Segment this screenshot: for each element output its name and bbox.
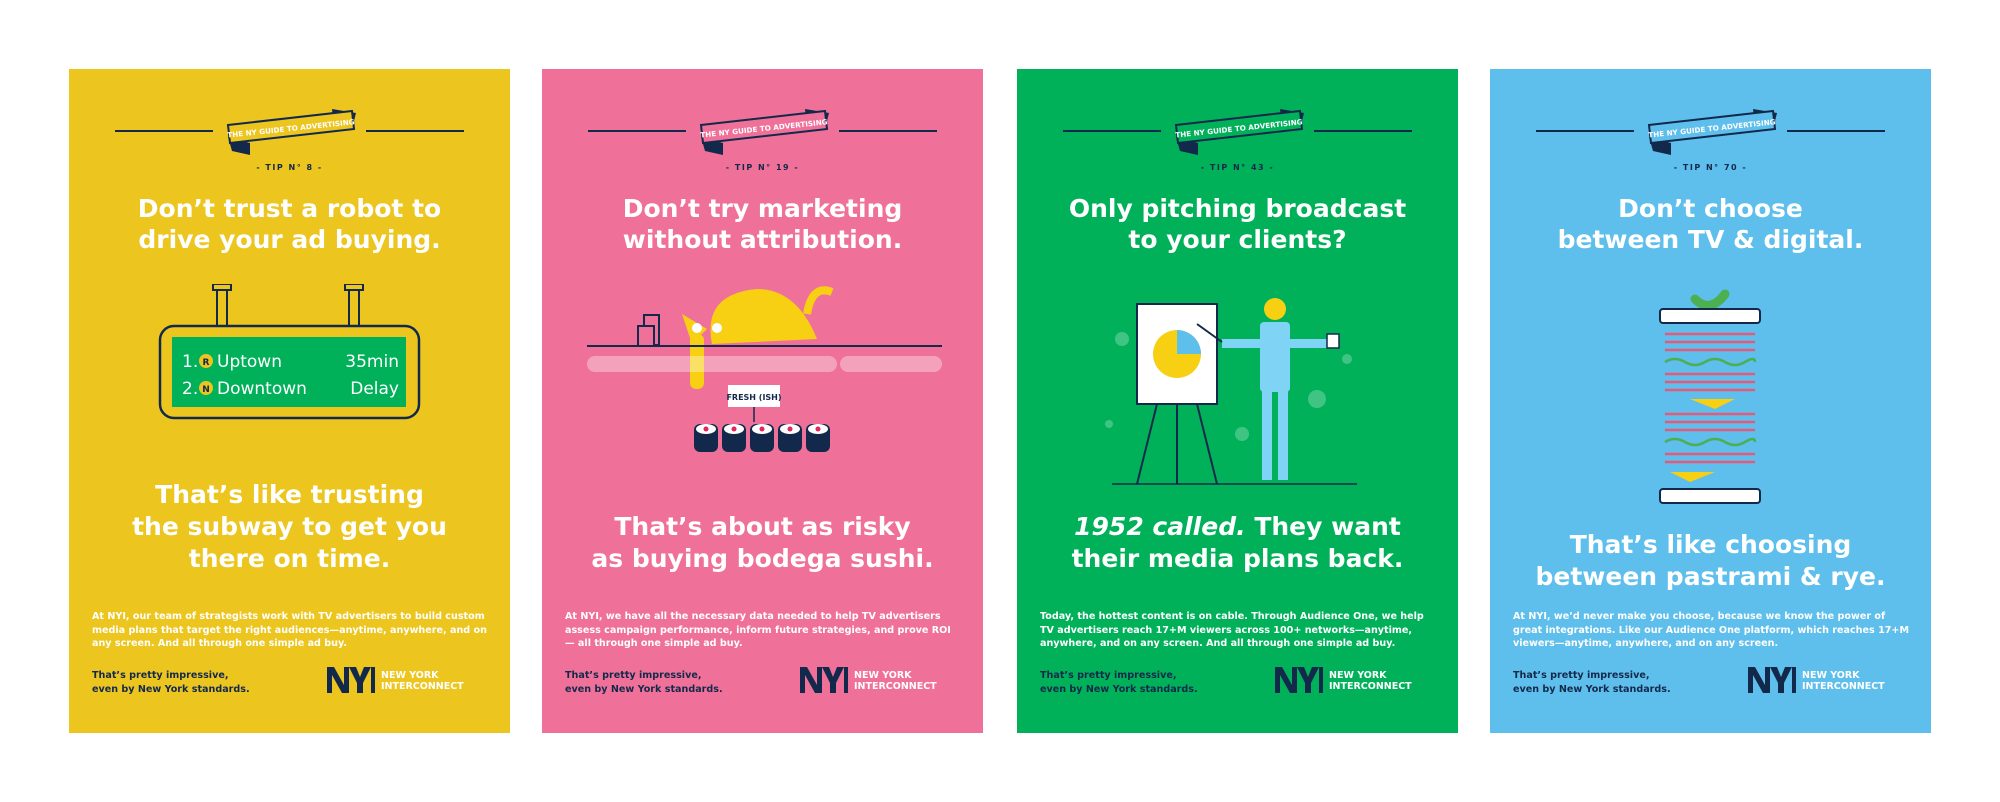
subheadline: 1952 called. They want their media plans … [1071,512,1404,573]
svg-text:Delay: Delay [350,379,399,399]
svg-text:FRESH (ISH): FRESH (ISH) [726,393,781,402]
nyi-logo: NEW YORK INTERCONNECT [1748,667,1908,695]
poster-tip-19: THE NY GUIDE TO ADVERTISING - TIP N° 19 … [542,69,983,733]
tip-number: - TIP N° 19 - [725,163,800,172]
ribbon-banner: THE NY GUIDE TO ADVERTISING [700,109,829,155]
nyi-logo: NEW YORK INTERCONNECT [800,667,960,695]
headline: Don’t trust a robot to drive your ad buyi… [137,194,442,254]
tip-number: - TIP N° 70 - [1673,163,1748,172]
presenter-illustration [1105,298,1357,485]
sandwich-illustration [1659,289,1761,504]
tip-number: - TIP N° 8 - [256,163,323,172]
poster-tip-43: THE NY GUIDE TO ADVERTISING - TIP N° 43 … [1017,69,1458,733]
headline: Don’t choose between TV & digital. [1557,194,1864,254]
tagline: That’s pretty impressive, even by New Yor… [1513,670,1671,695]
headline: Don’t try marketing without attribution. [622,194,903,254]
tagline: That’s pretty impressive, even by New Yor… [92,670,250,695]
svg-text:Downtown: Downtown [217,379,307,399]
divider [115,130,213,132]
body-copy: At NYI, we’d never make you choose, beca… [1513,611,1910,649]
tip-number: - TIP N° 43 - [1200,163,1275,172]
ribbon-banner: THE NY GUIDE TO ADVERTISING [1175,109,1304,155]
ribbon-banner: THE NY GUIDE TO ADVERTISING [227,109,356,155]
cat-sushi-illustration: FRESH (ISH) [587,286,942,452]
svg-text:35min: 35min [345,352,399,372]
svg-text:1.: 1. [182,352,198,372]
subway-sign-illustration: 1. R Uptown 35min 2. N Downtown Delay [158,284,421,420]
ribbon-banner: THE NY GUIDE TO ADVERTISING [1648,109,1777,155]
svg-text:R: R [203,358,210,368]
subheadline: That’s like trusting the subway to get yo… [132,480,447,573]
subheadline: That’s about as risky as buying bodega su… [591,512,934,573]
divider [588,130,686,132]
svg-text:2.: 2. [182,379,198,399]
svg-text:N: N [202,385,210,395]
headline: Only pitching broadcast to your clients? [1068,194,1407,254]
poster-tip-8: THE NY GUIDE TO ADVERTISING - TIP N° 8 -… [69,69,510,733]
subheadline: That’s like choosing between pastrami & r… [1535,530,1886,591]
body-copy: Today, the hottest content is on cable. … [1040,611,1424,649]
tagline: That’s pretty impressive, even by New Yor… [1040,670,1198,695]
divider [1787,130,1885,132]
divider [1063,130,1161,132]
divider [1314,130,1412,132]
divider [1536,130,1634,132]
svg-text:Uptown: Uptown [217,352,282,372]
nyi-logo: NEW YORK INTERCONNECT [327,667,487,695]
body-copy: At NYI, our team of strategists work wit… [92,611,487,649]
tagline: That’s pretty impressive, even by New Yor… [565,670,723,695]
poster-tip-70: THE NY GUIDE TO ADVERTISING - TIP N° 70 … [1490,69,1931,733]
divider [839,130,937,132]
body-copy: At NYI, we have all the necessary data n… [565,611,951,649]
nyi-logo: NEW YORK INTERCONNECT [1275,667,1435,695]
divider [366,130,464,132]
